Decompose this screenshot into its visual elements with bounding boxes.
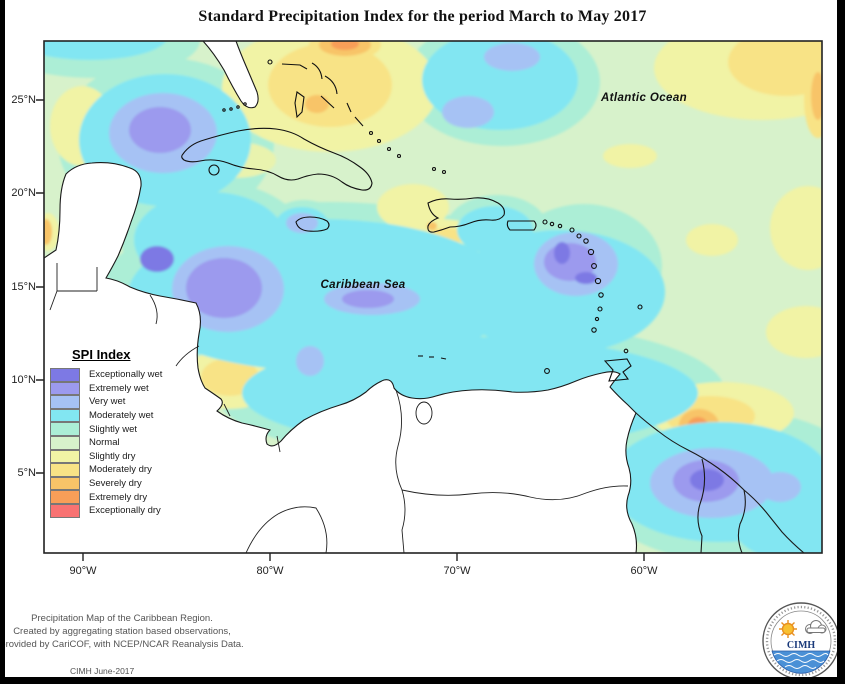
legend-label: Severely dry bbox=[89, 478, 142, 490]
legend-label: Extremely dry bbox=[89, 491, 148, 503]
legend-label: Normal bbox=[89, 437, 120, 449]
jamaica-coastline bbox=[295, 216, 330, 232]
logo-acronym: CIMH bbox=[787, 640, 816, 651]
mainland-coastline bbox=[44, 162, 638, 553]
legend-title: SPI Index bbox=[72, 347, 131, 362]
attribution-line: provided by CariCOF, with NCEP/NCAR Rean… bbox=[0, 639, 244, 650]
guiana-coast-and-borders bbox=[635, 412, 805, 553]
attribution-line: Precipitation Map of the Caribbean Regio… bbox=[31, 613, 213, 624]
cimh-logo: CIMH bbox=[762, 602, 840, 680]
trinidad-coastline bbox=[603, 358, 632, 382]
cuba-coastline bbox=[181, 127, 373, 191]
lake-maracaibo bbox=[415, 401, 433, 425]
attribution-line: Created by aggregating station based obs… bbox=[13, 626, 231, 637]
legend-item: Severely dry bbox=[50, 476, 162, 491]
legend-item: Extremely dry bbox=[50, 490, 162, 504]
legend-item: Very wet bbox=[50, 395, 162, 409]
legend-label: Moderately dry bbox=[89, 464, 152, 476]
cloud-icon bbox=[805, 620, 827, 634]
legend-item: Slightly dry bbox=[50, 449, 162, 464]
image-border-bottom bbox=[0, 677, 845, 684]
logo-ring-text bbox=[765, 605, 837, 677]
lon-tick-label: 90°W bbox=[69, 565, 97, 577]
attribution-text: Precipitation Map of the Caribbean Regio… bbox=[0, 612, 243, 651]
legend-label: Extremely wet bbox=[89, 382, 149, 394]
lon-tick-label: 70°W bbox=[443, 565, 471, 577]
legend-swatch bbox=[50, 490, 80, 504]
spi-map-canvas bbox=[36, 40, 823, 561]
lat-tick-label: 10°N bbox=[11, 374, 36, 386]
legend-swatch bbox=[50, 368, 80, 382]
spi-legend: SPI Index Exceptionally wet Extremely we… bbox=[50, 347, 162, 518]
legend-item: Exceptionally wet bbox=[50, 368, 162, 382]
legend-item: Normal bbox=[50, 435, 162, 450]
lat-tick-label: 15°N bbox=[11, 281, 36, 293]
legend-label: Slightly dry bbox=[89, 450, 136, 462]
spi-field bbox=[44, 41, 822, 553]
exceptionally-wet-contours bbox=[140, 242, 724, 491]
legend-item: Exceptionally dry bbox=[50, 503, 162, 518]
legend-swatch bbox=[50, 503, 80, 518]
legend-item: Slightly wet bbox=[50, 422, 162, 436]
lat-tick-label: 25°N bbox=[11, 94, 36, 106]
puerto-rico-coastline bbox=[506, 220, 537, 231]
sun-icon bbox=[779, 620, 797, 638]
legend-swatch bbox=[50, 476, 80, 491]
legend-label: Moderately wet bbox=[89, 410, 154, 422]
image-border-left bbox=[0, 0, 5, 684]
country-borders bbox=[49, 263, 629, 553]
axis-ticks bbox=[36, 99, 645, 561]
lat-tick-label: 20°N bbox=[11, 187, 36, 199]
page-title: Standard Precipitation Index for the per… bbox=[198, 8, 647, 25]
credit-text: CIMH June-2017 bbox=[70, 666, 135, 676]
florida-coastline bbox=[202, 41, 259, 109]
lat-tick-label: 5°N bbox=[17, 467, 36, 479]
legend-label: Exceptionally dry bbox=[89, 505, 161, 517]
legend-label: Exceptionally wet bbox=[89, 369, 163, 381]
wave-lines bbox=[773, 653, 829, 669]
caribbean-sea-label: Caribbean Sea bbox=[320, 279, 406, 291]
legend-item: Extremely wet bbox=[50, 381, 162, 396]
legend-swatch bbox=[50, 449, 80, 464]
legend-label: Very wet bbox=[89, 396, 126, 408]
image-border-right bbox=[837, 0, 845, 684]
legend-swatch bbox=[50, 435, 80, 450]
isla-juventud bbox=[208, 164, 220, 176]
legend-swatch bbox=[50, 463, 80, 477]
hispaniola-coastline bbox=[427, 197, 505, 233]
legend-item: Moderately wet bbox=[50, 408, 162, 423]
lon-tick-label: 60°W bbox=[630, 565, 658, 577]
legend-item: Moderately dry bbox=[50, 463, 162, 477]
island-coastlines bbox=[181, 59, 643, 382]
legend-swatch bbox=[50, 395, 80, 409]
map-frame bbox=[43, 40, 823, 554]
lon-tick-label: 80°W bbox=[256, 565, 284, 577]
legend-swatch bbox=[50, 408, 80, 423]
atlantic-ocean-label: Atlantic Ocean bbox=[600, 92, 688, 104]
legend-swatch bbox=[50, 381, 80, 396]
legend-swatch bbox=[50, 422, 80, 436]
legend-label: Slightly wet bbox=[89, 423, 138, 435]
